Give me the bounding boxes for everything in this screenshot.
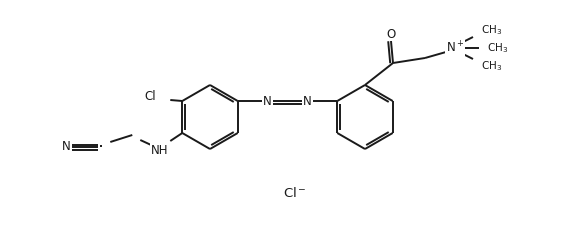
Text: N: N [303, 94, 312, 107]
Text: CH$_3$: CH$_3$ [481, 59, 502, 73]
Text: N$^+$: N$^+$ [446, 40, 464, 56]
Text: Cl$^-$: Cl$^-$ [283, 186, 307, 200]
Text: N: N [62, 141, 70, 153]
Text: CH$_3$: CH$_3$ [487, 41, 508, 55]
Text: O: O [387, 27, 396, 40]
Text: Cl: Cl [145, 90, 156, 102]
Text: N: N [263, 94, 272, 107]
Text: CH$_3$: CH$_3$ [481, 23, 502, 37]
Text: NH: NH [151, 144, 168, 157]
